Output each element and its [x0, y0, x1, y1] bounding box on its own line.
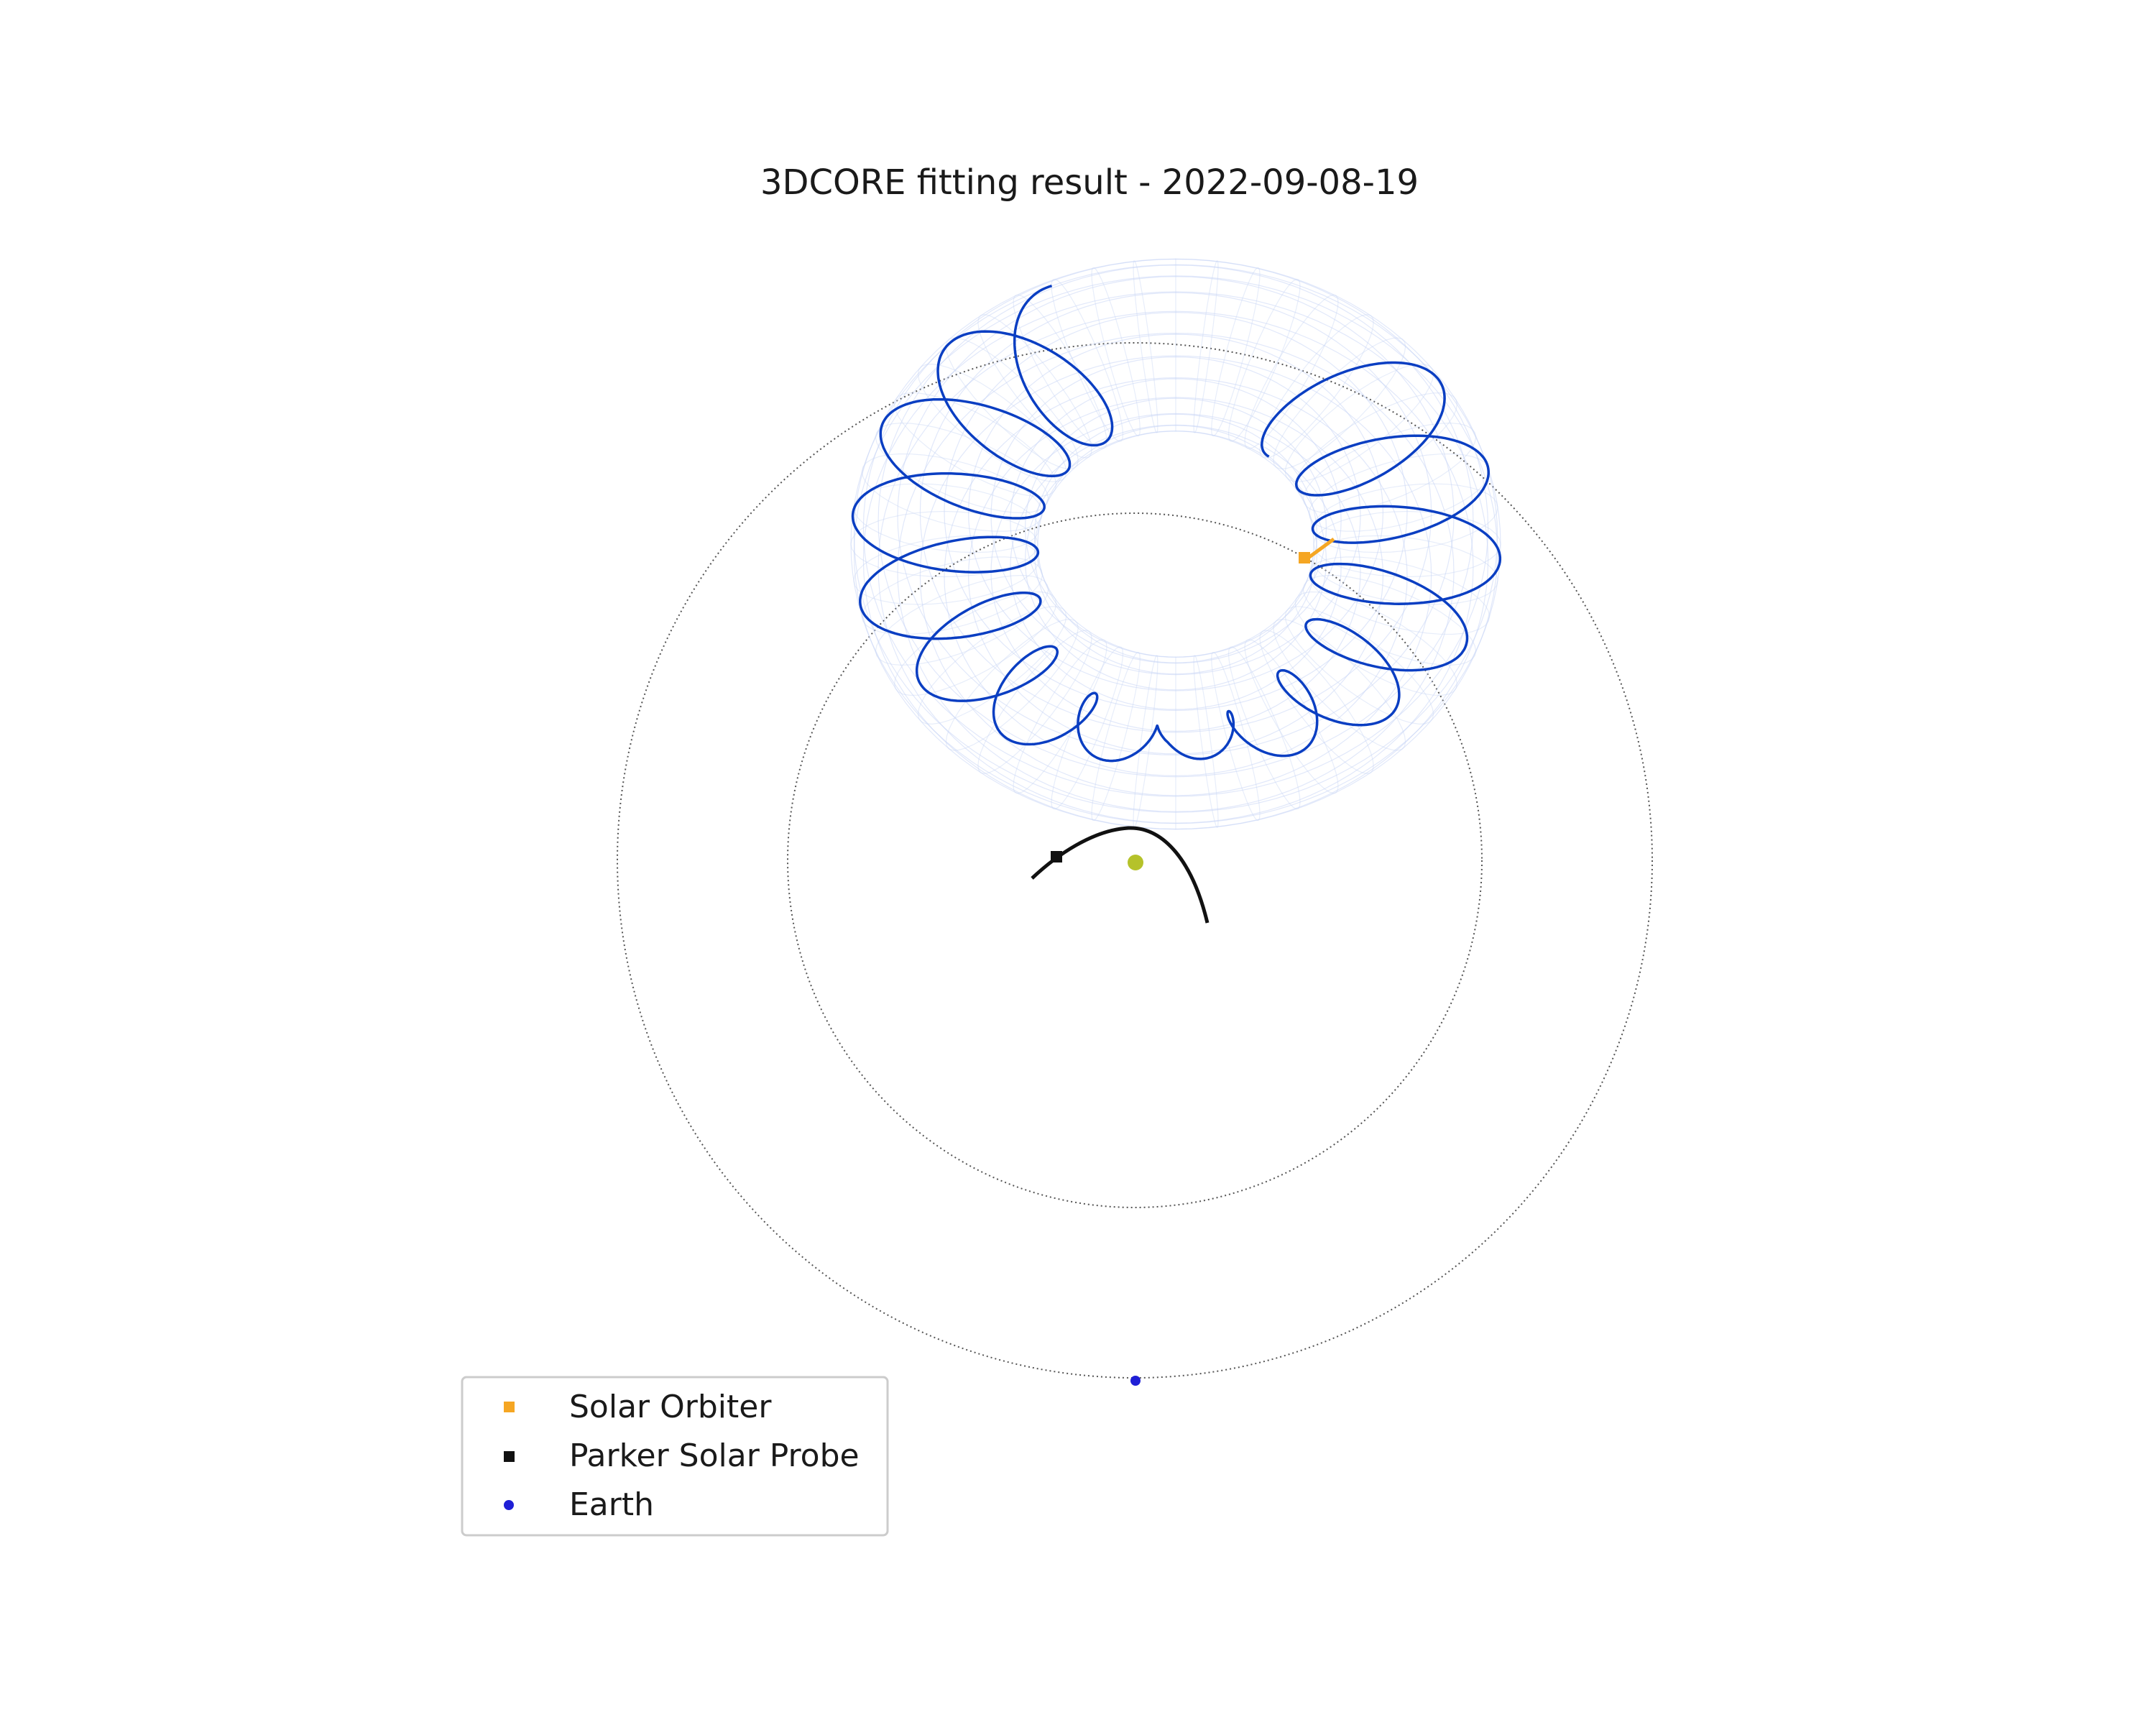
- legend-label: Solar Orbiter: [569, 1389, 772, 1425]
- wireframe-line: [967, 397, 1384, 755]
- wireframe-line: [1033, 431, 1318, 675]
- wireframe-ring: [1091, 267, 1141, 437]
- wireframe-ring: [1259, 313, 1374, 459]
- psp-trajectory: [1031, 826, 1210, 924]
- wireframe-line: [853, 275, 1498, 830]
- wireframe-ring: [1211, 651, 1261, 822]
- earth-marker-icon: [1130, 1376, 1141, 1386]
- wireframe-ring: [850, 510, 1038, 578]
- wireframe-ring: [1193, 260, 1219, 433]
- solar-orbiter-marker-icon: [1299, 552, 1310, 564]
- wireframe-ring: [1284, 606, 1434, 725]
- wireframe-ring: [1227, 646, 1301, 810]
- flux-rope-wireframe: [850, 258, 1501, 830]
- wireframe-ring: [1244, 639, 1339, 794]
- wireframe-line: [862, 258, 1489, 797]
- wireframe-ring: [875, 574, 1049, 666]
- flux-rope-field-line: [851, 285, 1502, 763]
- wireframe-ring: [1244, 294, 1339, 449]
- wireframe-ring: [1308, 556, 1491, 635]
- wireframe-ring: [1193, 655, 1219, 828]
- wireframe-ring: [1259, 630, 1374, 775]
- wireframe-ring: [1133, 655, 1158, 828]
- wireframe-ring: [1227, 278, 1301, 442]
- wireframe-ring: [1273, 619, 1406, 751]
- wireframe-ring: [1302, 574, 1477, 666]
- wireframe-line: [967, 334, 1384, 691]
- wireframe-ring: [1133, 260, 1158, 433]
- wireframe-ring: [945, 619, 1079, 751]
- wireframe-ring: [1273, 337, 1406, 469]
- wireframe-line: [1010, 424, 1342, 710]
- earth-legend-marker-icon: [504, 1500, 514, 1510]
- wireframe-ring: [1294, 591, 1457, 696]
- wireframe-ring: [1051, 646, 1124, 810]
- wireframe-ring: [1013, 294, 1107, 449]
- wireframe-ring: [861, 453, 1044, 532]
- wireframe-ring: [1312, 535, 1498, 605]
- parker-solar-probe-legend-marker-icon: [504, 1451, 515, 1462]
- wireframe-ring: [977, 313, 1092, 459]
- wireframe-ring: [1302, 422, 1477, 514]
- legend-entry-parker-solar-probe: Parker Solar Probe: [504, 1438, 860, 1474]
- wireframe-line: [919, 292, 1432, 733]
- parker-solar-probe-marker-icon: [1051, 851, 1062, 862]
- solar-orbiter-legend-marker-icon: [504, 1402, 515, 1412]
- wireframe-ring: [917, 606, 1067, 725]
- legend-frame: [461, 1376, 889, 1537]
- wireframe-ring: [1211, 267, 1261, 437]
- wireframe-line: [944, 311, 1408, 711]
- sun-marker-icon: [1128, 855, 1143, 870]
- wireframe-ring: [1013, 639, 1107, 794]
- figure-title: 3DCORE fitting result - 2022-09-08-19: [760, 162, 1419, 203]
- wireframe-line: [1024, 431, 1327, 691]
- orbit-circle-inner: [787, 512, 1483, 1208]
- wireframe-ring: [1308, 453, 1491, 532]
- orbit-circle-outer: [617, 342, 1653, 1379]
- wireframe-ring: [1284, 363, 1434, 482]
- wireframe-line: [877, 310, 1474, 824]
- wireframe-line: [1024, 397, 1327, 658]
- wireframe-ring: [853, 535, 1040, 605]
- legend: Solar Orbiter Parker Solar Probe Earth: [461, 1376, 889, 1537]
- wireframe-line: [1010, 378, 1342, 664]
- legend-entry-earth: Earth: [504, 1486, 654, 1523]
- wireframe-ring: [875, 422, 1049, 514]
- legend-label: Earth: [569, 1486, 654, 1523]
- wireframe-line: [944, 377, 1408, 776]
- wireframe-ring: [853, 483, 1040, 553]
- wireframe-ring: [894, 392, 1057, 497]
- legend-label: Parker Solar Probe: [569, 1438, 860, 1474]
- wireframe-line: [897, 332, 1455, 812]
- wireframe-line: [877, 264, 1474, 778]
- orbit-reference-circles: [617, 342, 1653, 1379]
- wireframe-ring: [977, 630, 1092, 775]
- wireframe-ring: [1091, 651, 1141, 822]
- wireframe-line: [1033, 413, 1318, 658]
- legend-entry-solar-orbiter: Solar Orbiter: [504, 1389, 772, 1425]
- wireframe-ring: [861, 556, 1044, 635]
- wireframe-line: [862, 291, 1489, 830]
- wireframe-ring: [1051, 278, 1124, 442]
